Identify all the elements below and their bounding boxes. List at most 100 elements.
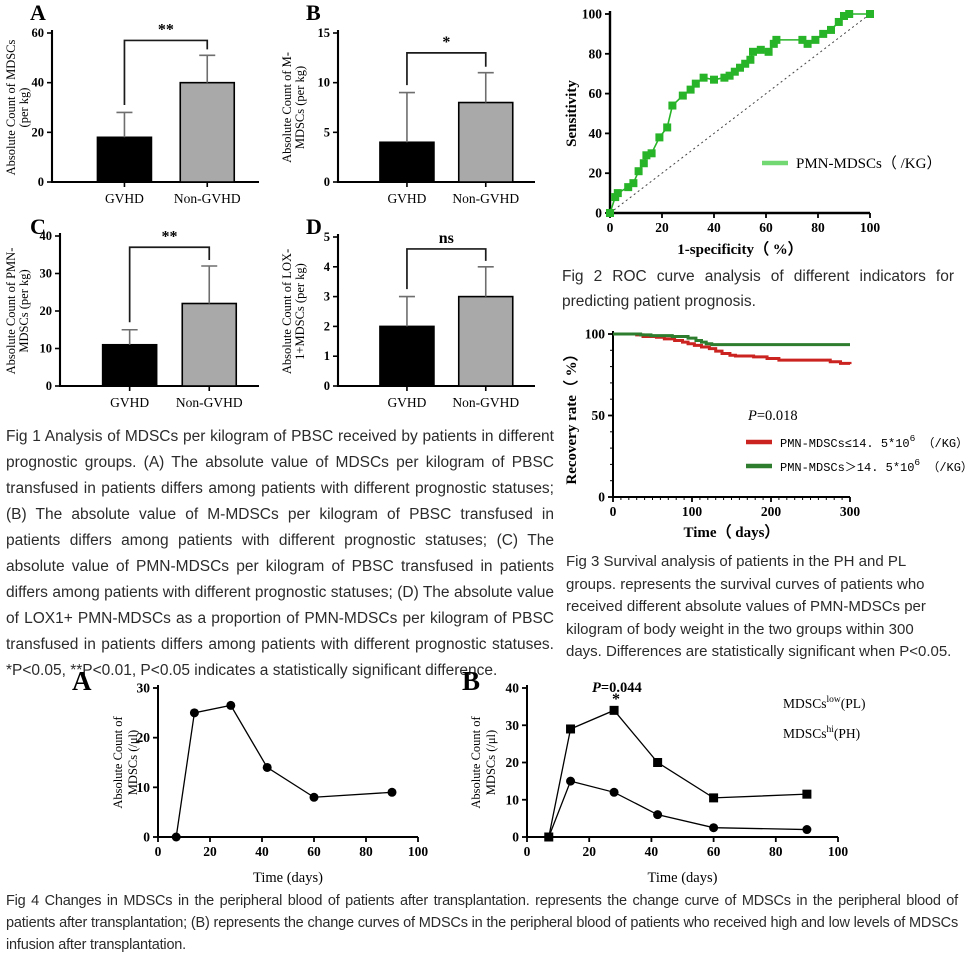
- chart-text: 20: [32, 125, 45, 139]
- chart-text: 40: [32, 76, 45, 90]
- chart-text: GVHD: [110, 395, 149, 410]
- chart-text: 0: [598, 490, 605, 505]
- series-PMN-MDSCs＞14.5*10⁶（/KG）: [613, 332, 850, 347]
- chart-text: 40: [40, 229, 53, 243]
- series-MDSCs: [175, 704, 393, 838]
- chart-text: 80: [359, 844, 373, 859]
- chart-text: GVHD: [105, 191, 144, 206]
- chart-text: 3: [324, 290, 330, 304]
- bar-Non-GVHD: [457, 101, 514, 183]
- data-marker: [741, 59, 750, 68]
- data-marker: [647, 149, 656, 158]
- chart-text: 40: [645, 844, 659, 859]
- data-marker: [811, 35, 820, 44]
- chart-text: 20: [589, 166, 603, 181]
- chart-text: 10: [40, 342, 53, 356]
- chart-text: 30: [137, 681, 151, 696]
- chart-text: 100: [860, 220, 881, 235]
- chart-text: 40: [255, 844, 269, 859]
- data-marker: [764, 47, 773, 56]
- data-marker: [720, 73, 729, 82]
- chart-text: 40: [707, 220, 721, 235]
- data-marker: [663, 123, 672, 132]
- chart-text: 60: [707, 844, 721, 859]
- data-marker: [609, 787, 619, 797]
- chart-text: 0: [324, 379, 330, 393]
- chart-text: 0: [524, 844, 531, 859]
- chart-text: 30: [506, 718, 520, 733]
- chart-text: 2: [324, 319, 330, 333]
- chart-text: 0: [595, 206, 602, 221]
- data-marker: [699, 73, 708, 82]
- data-marker: [668, 101, 677, 110]
- fig3-survival-panel: 0 50 100 0 100 200 300 Time（ days） Recovery rate…: [560, 322, 966, 545]
- chart-text: 0: [46, 379, 52, 393]
- annotation: P=0.018: [747, 408, 798, 424]
- data-marker: [730, 67, 739, 76]
- significance-bracket: [406, 248, 487, 290]
- survival-curve-chart: 0 50 100 0 100 200 300 Time（ days） Recovery rate…: [562, 327, 966, 542]
- chart-text: **: [161, 228, 177, 245]
- chart-text: Non-GVHD: [452, 395, 519, 410]
- chart-text: Time (days): [253, 870, 323, 886]
- data-marker: [709, 823, 719, 833]
- chart-text: 60: [307, 844, 321, 859]
- fig4-panel-a: 0 10 20 30 0 20 40 60 80 100 Time (days) Absolute C…: [60, 665, 460, 890]
- y-axis-label: Absolute Count of M-MDSCs (per kg): [280, 52, 307, 163]
- data-marker: [749, 47, 757, 56]
- annotation: P=0.044: [592, 680, 642, 696]
- chart-text: 20: [137, 730, 151, 745]
- data-marker: [686, 85, 695, 94]
- chart-text: 20: [506, 755, 520, 770]
- panel-letter-b: B: [306, 0, 321, 25]
- chart-text: Time（ days）: [684, 523, 780, 541]
- chart-text: 10: [506, 792, 520, 807]
- chart-text: 300: [840, 504, 861, 519]
- chart-text: Non-GVHD: [452, 191, 519, 206]
- fig1c-bar-chart: 0 10 20 30 40 GVHD Non-GVHD ** Absolute Count of…: [4, 228, 259, 410]
- fig1-caption: Fig 1 Analysis of MDSCs per kilogram of …: [6, 428, 554, 679]
- chart-text: GVHD: [387, 395, 426, 410]
- chart-text: 5: [324, 125, 330, 139]
- legend-label: MDSCshi(PH): [783, 725, 860, 741]
- data-marker: [629, 179, 638, 188]
- chart-text: 20: [655, 220, 669, 235]
- panel-letter-a: A: [30, 0, 46, 25]
- data-marker: [653, 758, 663, 767]
- fig2-caption: Fig 2 ROC curve analysis of different in…: [562, 268, 954, 310]
- bar-Non-GVHD: [179, 81, 236, 183]
- data-marker: [639, 159, 648, 168]
- chart-text: 100: [828, 844, 849, 859]
- data-marker: [725, 71, 734, 80]
- fig3-caption: Fig 3 Survival analysis of patients in t…: [566, 553, 952, 660]
- axes: [157, 685, 418, 838]
- chart-text: 0: [143, 830, 150, 845]
- chart-text: 0: [324, 175, 330, 189]
- chart-text: 10: [318, 76, 331, 90]
- series-MDSCs-low (PL): [548, 709, 807, 838]
- legend-label: PMN-MDSCs≤14. 5*106 （/KG）: [780, 433, 966, 451]
- data-marker: [834, 17, 843, 26]
- fig4-caption: Fig 4 Changes in MDSCs in the peripheral…: [6, 893, 958, 953]
- error-bar: [398, 295, 415, 327]
- data-marker: [710, 75, 718, 84]
- data-marker: [802, 789, 812, 799]
- bar-GVHD: [101, 343, 158, 387]
- chart-text: 1: [324, 349, 330, 363]
- data-marker: [226, 700, 236, 710]
- data-marker: [171, 832, 181, 842]
- fig4b-line-chart: 0 10 20 30 40 0 20 40 60 80 100 Time (days) Absolute…: [469, 680, 866, 886]
- fig4a-line-chart: 0 10 20 30 0 20 40 60 80 100 Time (days) Absolute C…: [111, 681, 428, 887]
- chart-text: 0: [607, 220, 614, 235]
- chart-text: 4: [324, 260, 331, 274]
- error-bar: [477, 266, 494, 297]
- panel-letter-c: C: [30, 214, 46, 239]
- fig1b-bar-chart: 0 5 10 15 GVHD Non-GVHD * Absolute Count of M-M…: [280, 26, 535, 206]
- significance-bracket: [406, 52, 487, 86]
- significance-bracket: [123, 39, 209, 106]
- chart-text: Non-GVHD: [176, 395, 243, 410]
- chart-text: 200: [761, 504, 782, 519]
- error-bar: [398, 91, 415, 143]
- chart-text: 10: [137, 780, 151, 795]
